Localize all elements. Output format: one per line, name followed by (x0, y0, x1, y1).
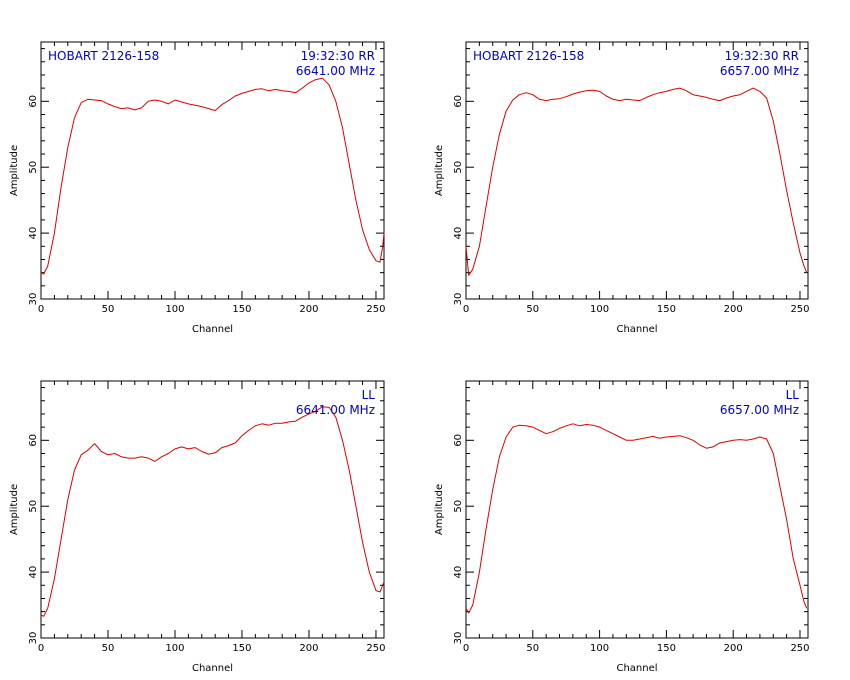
y-axis-title: Amplitude (434, 484, 445, 535)
y-tick-label: 50 (28, 500, 39, 513)
y-tick-label: 30 (453, 632, 464, 645)
y-tick-label: 40 (28, 566, 39, 579)
x-tick-label: 200 (299, 643, 318, 654)
y-axis-title: Amplitude (9, 145, 20, 196)
frequency-label: 6657.00 MHz (720, 403, 799, 417)
x-tick-label: 200 (724, 643, 743, 654)
y-tick-label: 60 (453, 434, 464, 447)
x-axis-title: Channel (616, 324, 657, 335)
y-tick-label: 40 (453, 566, 464, 579)
chart-panel-3: 0 50 100 150 200 250 30 40 50 60 Channel Amplitude L… (9, 380, 386, 674)
y-tick-label: 40 (453, 227, 464, 240)
time-polarization-label: 19:32:30 RR (725, 49, 799, 63)
y-tick-label: 50 (28, 161, 39, 174)
x-tick-label: 100 (590, 304, 609, 315)
x-tick-label: 250 (366, 643, 385, 654)
chart-panel-4: 0 50 100 150 200 250 30 40 50 60 Channel Amplitude L… (434, 380, 810, 674)
x-tick-label: 50 (102, 304, 115, 315)
x-tick-label: 200 (724, 304, 743, 315)
frequency-label: 6641.00 MHz (296, 403, 375, 417)
x-tick-label: 0 (38, 304, 44, 315)
time-polarization-label: 19:32:30 RR (301, 49, 375, 63)
y-tick-label: 30 (28, 632, 39, 645)
frequency-label: 6641.00 MHz (296, 64, 375, 78)
x-tick-label: 250 (790, 643, 809, 654)
x-axis-title: Channel (192, 324, 233, 335)
x-tick-label: 250 (366, 304, 385, 315)
spectrum-trace (40, 406, 385, 617)
plot-frame (40, 41, 385, 300)
y-tick-label: 40 (28, 227, 39, 240)
x-tick-label: 50 (526, 304, 539, 315)
y-axis-title: Amplitude (9, 484, 20, 535)
source-label: HOBART 2126-158 (473, 49, 584, 63)
x-tick-label: 100 (590, 643, 609, 654)
x-tick-label: 150 (232, 643, 251, 654)
y-tick-label: 30 (28, 293, 39, 306)
y-tick-label: 60 (28, 95, 39, 108)
x-tick-label: 0 (38, 643, 44, 654)
chart-panel-2: 0 50 100 150 200 250 30 40 50 60 Channel Amplitude H… (434, 41, 810, 335)
x-tick-label: 150 (657, 643, 676, 654)
x-tick-label: 200 (299, 304, 318, 315)
x-tick-label: 150 (232, 304, 251, 315)
x-tick-label: 250 (790, 304, 809, 315)
x-tick-label: 0 (463, 643, 469, 654)
plot-frame (465, 380, 809, 639)
x-tick-label: 50 (102, 643, 115, 654)
spectrum-trace (465, 87, 808, 276)
spectrum-trace (40, 77, 385, 275)
x-tick-label: 0 (463, 304, 469, 315)
plot-frame (40, 380, 385, 639)
time-polarization-label: LL (362, 388, 376, 402)
y-tick-label: 60 (453, 95, 464, 108)
chart-panel-1: 0 50 100 150 200 250 30 40 50 60 Channel Amplitude H… (9, 41, 386, 335)
y-tick-label: 50 (453, 500, 464, 513)
time-polarization-label: LL (786, 388, 800, 402)
x-axis-title: Channel (192, 663, 233, 674)
plot-frame (465, 41, 809, 300)
x-tick-label: 50 (526, 643, 539, 654)
y-tick-label: 50 (453, 161, 464, 174)
y-tick-label: 60 (28, 434, 39, 447)
y-tick-label: 30 (453, 293, 464, 306)
y-axis-title: Amplitude (434, 145, 445, 196)
frequency-label: 6657.00 MHz (720, 64, 799, 78)
x-tick-label: 100 (165, 304, 184, 315)
spectrum-trace (465, 423, 808, 614)
x-axis-title: Channel (616, 663, 657, 674)
x-tick-label: 100 (165, 643, 184, 654)
source-label: HOBART 2126-158 (48, 49, 159, 63)
x-tick-label: 150 (657, 304, 676, 315)
